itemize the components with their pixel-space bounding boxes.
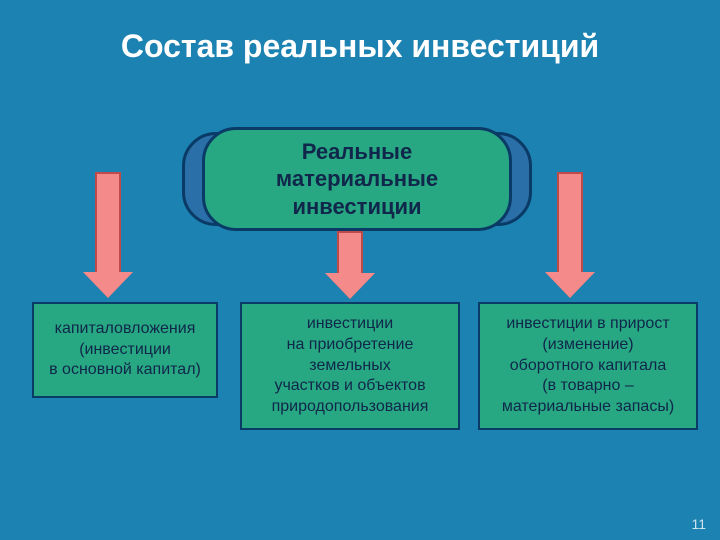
leaf-capital: капиталовложения (инвестиции в основной … [32,302,218,398]
leaf-label: инвестиции в прирост (изменение) оборотн… [486,314,690,418]
leaf-working: инвестиции в прирост (изменение) оборотн… [478,302,698,430]
arrow-stem [557,172,583,272]
arrow-right-icon [0,0,720,540]
arrow-head [545,272,595,298]
central-node: Реальные материальные инвестиции [202,127,512,231]
leaf-land: инвестиции на приобретение земельных уча… [240,302,460,430]
leaf-label: инвестиции на приобретение земельных уча… [248,314,452,418]
slide: Состав реальных инвестиций Реальные мате… [0,0,720,540]
page-number: 11 [691,516,706,532]
leaf-label: капиталовложения (инвестиции в основной … [40,319,210,381]
central-node-label: Реальные материальные инвестиции [219,138,495,221]
